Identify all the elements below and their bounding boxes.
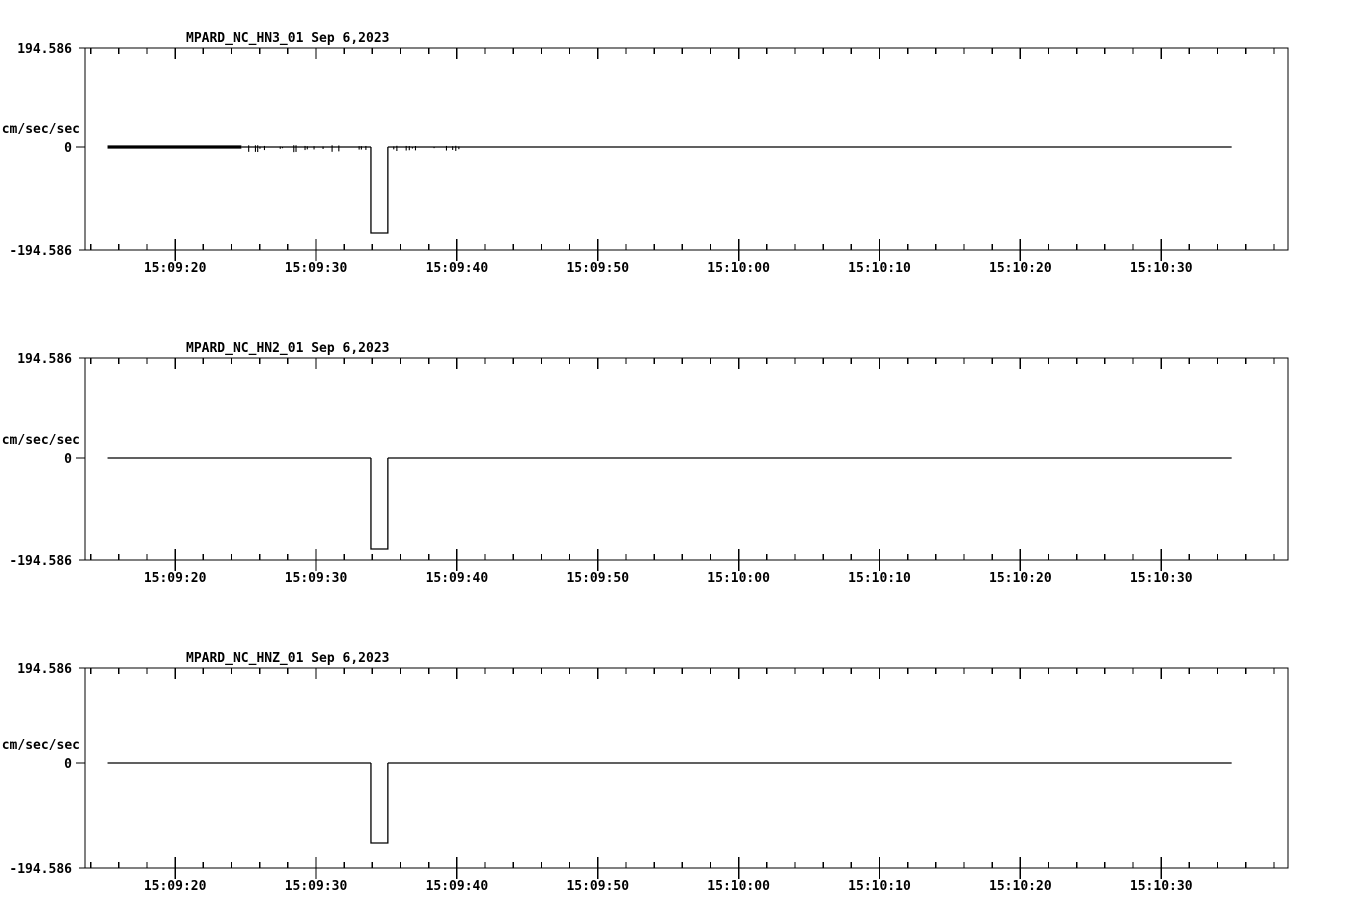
x-axis-tick-label: 15:09:20: [144, 879, 207, 894]
y-axis-unit-label: cm/sec/sec: [2, 738, 80, 753]
x-axis-tick-label: 15:10:10: [848, 261, 911, 276]
y-axis-zero-label: 0: [64, 141, 72, 156]
y-axis-unit-label: cm/sec/sec: [2, 433, 80, 448]
y-axis-unit-label: cm/sec/sec: [2, 122, 80, 137]
plot-frame: [84, 357, 1289, 561]
x-axis-tick-label: 15:09:50: [566, 571, 629, 586]
y-axis-zero-label: 0: [64, 452, 72, 467]
y-axis-min-label: -194.586: [9, 862, 72, 877]
panel-title: MPARD_NC_HN3_01 Sep 6,2023: [186, 31, 390, 46]
x-axis-tick-label: 15:10:20: [989, 571, 1052, 586]
plot-frame: [84, 667, 1289, 869]
trace-spike: [370, 763, 389, 844]
x-axis-tick-label: 15:09:40: [426, 879, 489, 894]
x-axis-tick-label: 15:09:50: [566, 261, 629, 276]
x-axis-tick-label: 15:10:30: [1130, 879, 1193, 894]
x-axis-tick-label: 15:10:00: [707, 879, 770, 894]
y-axis-max-label: 194.586: [17, 662, 72, 677]
y-axis-min-label: -194.586: [9, 554, 72, 569]
panel-title: MPARD_NC_HNZ_01 Sep 6,2023: [186, 651, 390, 666]
trace-spike: [370, 147, 389, 234]
y-axis-max-label: 194.586: [17, 42, 72, 57]
x-axis-tick-label: 15:10:00: [707, 571, 770, 586]
x-axis-tick-label: 15:10:30: [1130, 261, 1193, 276]
panel-title: MPARD_NC_HN2_01 Sep 6,2023: [186, 341, 390, 356]
x-axis-tick-label: 15:10:10: [848, 879, 911, 894]
y-axis-max-label: 194.586: [17, 352, 72, 367]
x-axis-tick-label: 15:10:20: [989, 261, 1052, 276]
trace-spike: [370, 458, 389, 550]
x-axis-tick-label: 15:09:40: [426, 261, 489, 276]
x-axis-tick-label: 15:09:40: [426, 571, 489, 586]
x-axis-tick-label: 15:10:00: [707, 261, 770, 276]
x-axis-tick-label: 15:09:30: [285, 261, 348, 276]
y-axis-min-label: -194.586: [9, 244, 72, 259]
x-axis-tick-label: 15:09:30: [285, 571, 348, 586]
y-axis-zero-label: 0: [64, 757, 72, 772]
x-axis-tick-label: 15:09:30: [285, 879, 348, 894]
x-axis-tick-label: 15:10:30: [1130, 571, 1193, 586]
x-axis-tick-label: 15:09:20: [144, 571, 207, 586]
x-axis-tick-label: 15:09:20: [144, 261, 207, 276]
x-axis-tick-label: 15:10:10: [848, 571, 911, 586]
plot-frame: [84, 47, 1289, 251]
x-axis-tick-label: 15:09:50: [566, 879, 629, 894]
x-axis-tick-label: 15:10:20: [989, 879, 1052, 894]
